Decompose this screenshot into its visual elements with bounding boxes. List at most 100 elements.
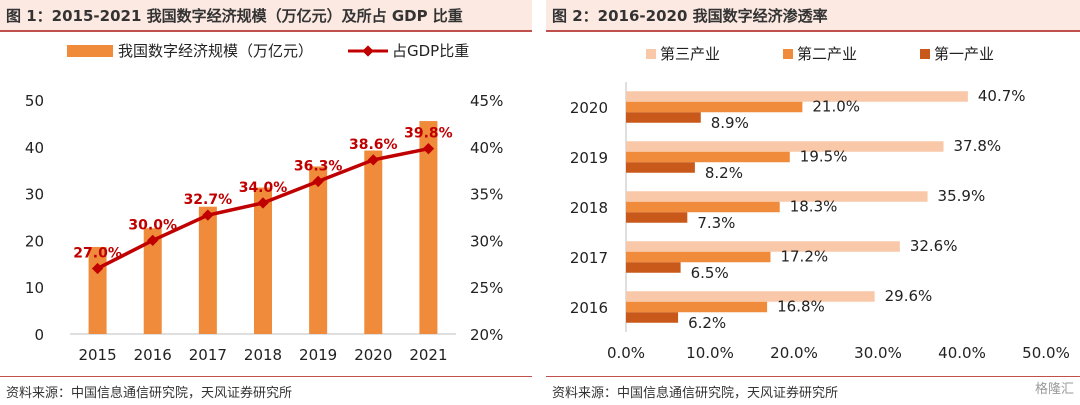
bar [626, 141, 944, 152]
bar [626, 212, 688, 223]
bar-data-label: 8.2% [705, 164, 743, 182]
x-tick-label: 2017 [189, 346, 227, 364]
line-data-label: 39.8% [404, 126, 453, 142]
legend-bar-swatch [67, 45, 113, 57]
digital-economy-chart: 我国数字经济规模（万亿元） 占GDP比重 0 10 20 30 40 50 20% 25% 30% 3… [25, 42, 503, 364]
x-tick-label: 0.0% [607, 344, 645, 362]
x-tick-label: 20.0% [770, 344, 818, 362]
y-left-tick-label: 40 [25, 139, 44, 157]
bar-data-label: 19.5% [800, 147, 848, 165]
bar-data-label: 16.8% [777, 297, 825, 315]
bar [626, 101, 803, 113]
line-point [312, 175, 324, 188]
bar-data-label: 17.2% [780, 247, 828, 265]
watermark-logo: 格隆汇 [1034, 382, 1074, 397]
bar [626, 301, 768, 313]
y-tick-label: 2019 [570, 149, 608, 167]
bar [626, 162, 695, 173]
x-tick-label: 10.0% [686, 344, 734, 362]
bar-data-label: 32.6% [910, 237, 958, 255]
x-tick-label: 2016 [134, 346, 172, 364]
line-data-label: 30.0% [128, 217, 177, 233]
y-tick-label: 2020 [570, 99, 608, 117]
bar-data-label: 21.0% [812, 97, 860, 115]
y-left-tick-label: 50 [25, 92, 44, 110]
x-tick-label: 50.0% [1022, 344, 1070, 362]
chart-panel-left: 图 1：2015-2021 我国数字经济规模（万亿元）及所占 GDP 比重 我国… [0, 0, 532, 404]
x-tick-label: 2021 [409, 346, 447, 364]
y-right-tick-label: 45% [470, 92, 503, 110]
bar-data-label: 6.2% [688, 314, 726, 332]
bar-data-label: 40.7% [978, 87, 1026, 105]
x-tick-label: 2015 [78, 346, 116, 364]
bar-data-label: 29.6% [885, 287, 933, 305]
line-point [147, 234, 159, 247]
title-bar: 图 1：2015-2021 我国数字经济规模（万亿元）及所占 GDP 比重 [0, 0, 532, 32]
x-tick-label: 2018 [244, 346, 282, 364]
y-left-tick-label: 0 [34, 326, 44, 344]
legend-swatch [920, 49, 930, 59]
chart-title: 图 2：2016-2020 我国数字经济渗透率 [552, 7, 828, 25]
line-point [202, 209, 214, 221]
y-left-tick-label: 20 [25, 232, 44, 250]
line-data-label: 27.0% [73, 245, 122, 261]
source-note: 资料来源：中国信息通信研究院，天风证券研究所 [6, 386, 293, 401]
source-bar: 资料来源：中国信息通信研究院，天风证券研究所 [546, 376, 1080, 405]
bar [419, 121, 438, 334]
bar-data-label: 7.3% [697, 214, 735, 232]
bar [626, 201, 780, 213]
bar [626, 251, 771, 263]
line-data-label: 36.3% [294, 158, 343, 174]
bar [626, 312, 679, 323]
source-note: 资料来源：中国信息通信研究院，天风证券研究所 [552, 386, 839, 401]
x-tick-label: 40.0% [938, 344, 986, 362]
bar [626, 91, 968, 102]
bar [626, 112, 701, 123]
y-right-tick-label: 40% [470, 139, 503, 157]
line-point [91, 262, 104, 275]
bar [198, 206, 217, 334]
title-bar: 图 2：2016-2020 我国数字经济渗透率 [546, 0, 1080, 32]
legend-line-marker [362, 45, 374, 57]
legend-label: 第二产业 [797, 45, 857, 63]
bar [254, 187, 272, 334]
bar [626, 241, 900, 252]
bar [143, 228, 162, 334]
x-tick-label: 2019 [299, 346, 337, 364]
chart-panel-right: 图 2：2016-2020 我国数字经济渗透率 第三产业 第二产业 第一产业 0.0%… [546, 0, 1080, 404]
y-left-tick-label: 30 [25, 186, 44, 204]
bar [626, 291, 875, 302]
bar-data-label: 37.8% [954, 137, 1002, 155]
legend-line-label: 占GDP比重 [392, 42, 469, 60]
bar-data-label: 35.9% [938, 187, 986, 205]
y-left-tick-label: 10 [25, 279, 44, 297]
x-tick-label: 2020 [354, 346, 392, 364]
bar [626, 262, 681, 273]
chart-title: 图 1：2015-2021 我国数字经济规模（万亿元）及所占 GDP 比重 [6, 7, 463, 25]
bar [626, 191, 928, 202]
y-tick-label: 2018 [570, 199, 608, 217]
legend-swatch [783, 49, 793, 59]
line-data-label: 34.0% [239, 180, 288, 196]
bar-data-label: 8.9% [711, 114, 749, 132]
line-point [257, 197, 269, 209]
penetration-rate-chart: 第三产业 第二产业 第一产业 0.0% 10.0% 20.0% 30.0% 40.0% 50.0… [570, 45, 1070, 362]
y-right-tick-label: 35% [470, 186, 503, 204]
y-tick-label: 2016 [570, 299, 608, 317]
line-data-label: 38.6% [349, 137, 398, 153]
y-right-tick-label: 25% [470, 279, 503, 297]
bar-data-label: 6.5% [691, 264, 729, 282]
line-data-label: 32.7% [184, 192, 233, 208]
legend-bar-label: 我国数字经济规模（万亿元） [118, 42, 313, 60]
y-right-tick-label: 20% [470, 326, 503, 344]
bar [309, 166, 328, 334]
y-tick-label: 2017 [570, 249, 608, 267]
source-bar: 资料来源：中国信息通信研究院，天风证券研究所 [0, 376, 532, 405]
x-tick-label: 30.0% [854, 344, 902, 362]
legend-label: 第三产业 [660, 45, 720, 63]
legend-label: 第一产业 [934, 45, 994, 63]
bar [626, 151, 790, 163]
bar-data-label: 18.3% [790, 197, 838, 215]
bar [364, 150, 383, 334]
y-right-tick-label: 30% [470, 232, 503, 250]
